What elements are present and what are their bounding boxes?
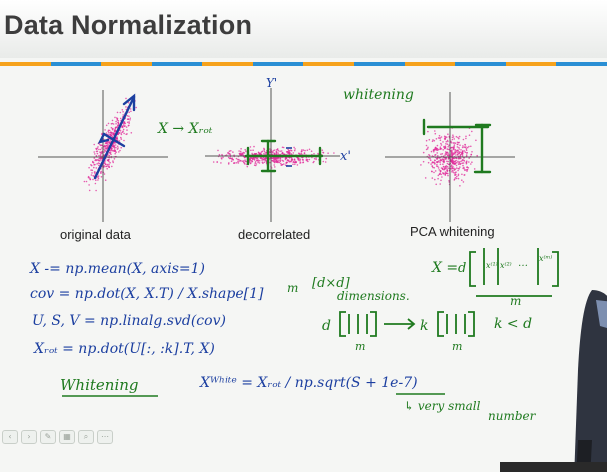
matrix-col-2: x⁽²⁾: [500, 261, 512, 270]
projection-d: d: [322, 318, 331, 334]
slide-title: Data Normalization: [4, 10, 253, 40]
projection-matrices: [339, 311, 475, 337]
stripe-segment: [252, 62, 304, 66]
stripe-segment: [455, 62, 506, 66]
pen-icon[interactable]: ✎: [40, 430, 56, 444]
stripe-segment: [354, 62, 405, 66]
dims-annotation: [d×d]: [312, 276, 351, 291]
more-icon[interactable]: ⋯: [97, 430, 113, 444]
code-line-svd: U, S, V = np.linalg.svd(cov): [32, 313, 226, 329]
axes-whitening: [385, 92, 515, 222]
stripe-segment: [202, 62, 253, 66]
code-line-cov: cov = np.dot(X, X.T) / X.shape[1]: [30, 286, 264, 302]
stripe-segment: [303, 62, 355, 66]
projection-k: k: [420, 318, 428, 334]
code-line-xwhite: Xᵂʰⁱᵗᵉ = Xᵣₒₜ / np.sqrt(S + 1e-7): [199, 375, 418, 391]
axis-y-prime: Y': [266, 76, 277, 90]
stripe-segment: [505, 62, 557, 66]
whitening-ink: [422, 118, 492, 174]
stripe-segment: [404, 62, 456, 66]
very-small-note: ↳ very small: [404, 399, 481, 413]
matrix-col-1: x⁽¹⁾: [486, 261, 498, 270]
caption-whitening: PCA whitening: [410, 224, 495, 239]
zoom-icon[interactable]: ⌕: [78, 430, 94, 444]
code-line-mean: X -= np.mean(X, axis=1): [29, 261, 205, 277]
matrix-d: d: [458, 261, 466, 276]
projection-m-right: m: [452, 340, 462, 353]
accent-stripe: [0, 62, 607, 66]
number-note: number: [488, 409, 537, 423]
caption-decorrelated: decorrelated: [238, 227, 311, 242]
whitening-heading: Whitening: [60, 376, 139, 394]
stripe-segment: [50, 62, 102, 66]
matrix-m: m: [510, 294, 521, 308]
stripe-segment: [0, 62, 51, 66]
principal-axis-arrow: [93, 93, 136, 180]
scatter-whitening: [420, 127, 479, 187]
axes-original: [38, 90, 168, 222]
stripe-segment: [151, 62, 203, 66]
presenter-silhouette: [574, 290, 607, 472]
arrow-right-icon[interactable]: ›: [21, 430, 37, 444]
x-rot-annotation: X → Xᵣₒₜ: [157, 121, 213, 137]
projection-m-left: m: [355, 340, 365, 353]
matrix-col-m: x⁽ᵐ⁾: [539, 254, 552, 263]
k-less-d: k < d: [494, 316, 532, 332]
blue-ticks: [286, 147, 292, 167]
matrix-dots: …: [518, 258, 528, 269]
arrow-left-icon[interactable]: ‹: [2, 430, 18, 444]
title-bar: Data Normalization: [0, 0, 607, 58]
matrix-brackets: [469, 248, 559, 297]
grid-icon[interactable]: ▦: [59, 430, 75, 444]
axis-x-prime: x': [340, 149, 351, 164]
whitening-annotation: whitening: [343, 87, 414, 103]
bottom-bar: [500, 462, 607, 472]
stripe-segment: [101, 62, 152, 66]
m-annotation: m: [287, 281, 298, 295]
dimensions-annotation: dimensions.: [337, 289, 410, 303]
stripe-segment: [556, 62, 607, 66]
slide-toolbar: ‹ › ✎ ▦ ⌕ ⋯: [2, 430, 113, 444]
caption-original: original data: [60, 227, 131, 242]
decorrelated-ink: [244, 139, 324, 173]
code-line-xrot: Xᵣₒₜ = np.dot(U[:, :k].T, X): [33, 341, 215, 357]
scatter-plots: [83, 97, 479, 192]
matrix-lhs: X =: [431, 260, 458, 276]
